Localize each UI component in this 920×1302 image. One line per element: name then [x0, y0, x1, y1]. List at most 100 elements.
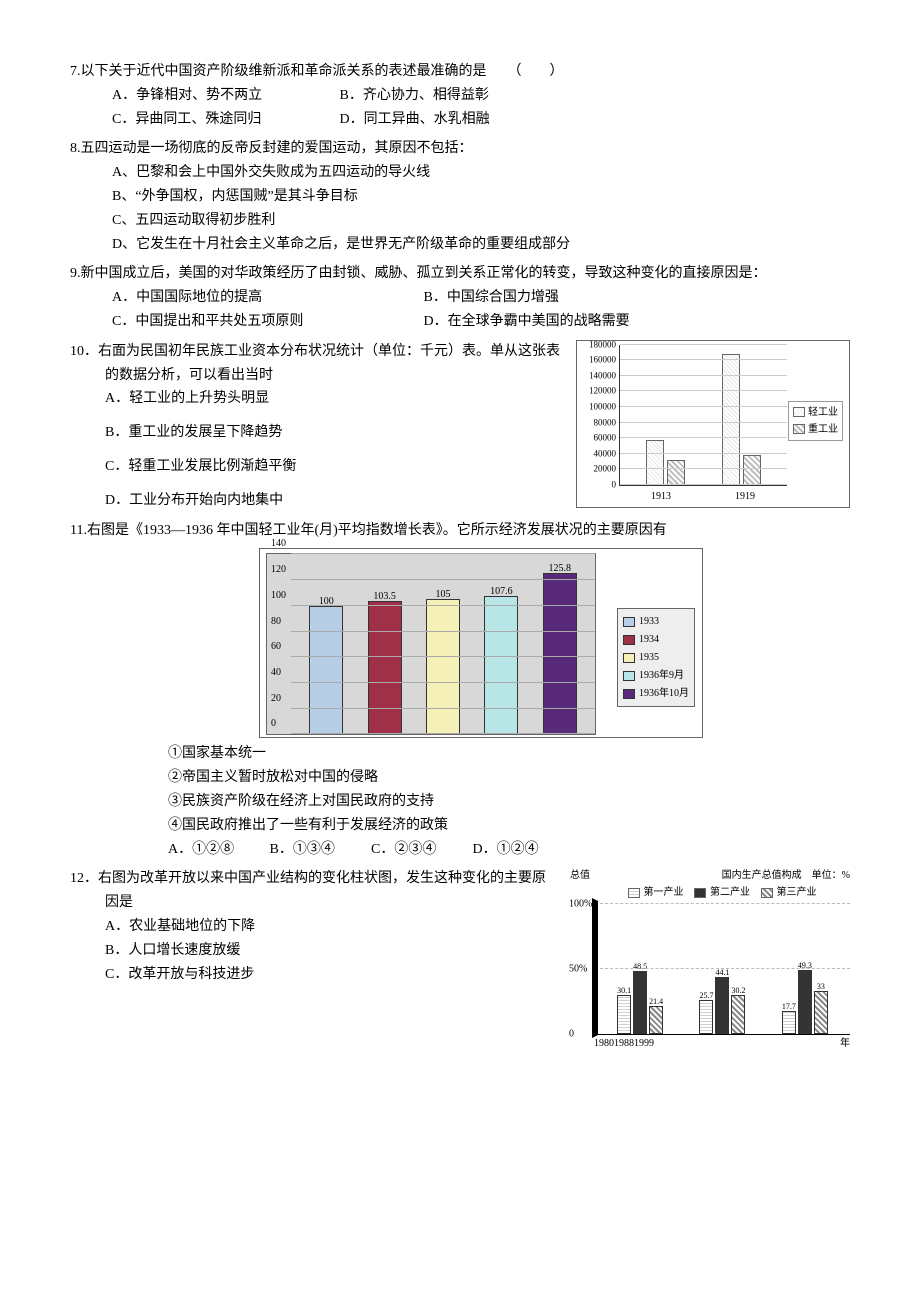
q10-opt-b: B．重工业的发展呈下降趋势: [70, 421, 564, 445]
q11-legend: 1933193419351936年9月1936年10月: [617, 608, 695, 707]
q10-ytick: 140000: [580, 371, 616, 380]
q10-x-0: 1913: [651, 488, 671, 505]
question-12: 12．右图为改革开放以来中国产业结构的变化柱状图，发生这种变化的主要原因是 A．…: [70, 867, 850, 1052]
q8-options: A、巴黎和会上中国外交失败成为五四运动的导火线 B、“外争国权，内惩国贼”是其斗…: [70, 161, 850, 256]
q12-opt-c: C．改革开放与科技进步: [70, 963, 558, 987]
q11-bar-value: 107.6: [490, 583, 513, 600]
q11-s3: ③民族资产阶级在经济上对国民政府的支持: [168, 790, 850, 814]
q9-stem: 9.新中国成立后，美国的对华政策经历了由封锁、威胁、孤立到关系正常化的转变，导致…: [70, 262, 850, 286]
q11-bar: 107.6: [484, 596, 518, 734]
question-10: 10．右面为民国初年民族工业资本分布状况统计（单位：千元）表。单从这张表的数据分…: [70, 340, 850, 513]
q10-chart: 轻工业 重工业 02000040000600008000010000012000…: [576, 340, 850, 508]
q10-opt-c: C．轻重工业发展比例渐趋平衡: [70, 455, 564, 479]
q11-ytick: 0: [271, 719, 276, 729]
q12-ytick: 0: [569, 1025, 574, 1042]
q12-bar: 25.7: [699, 1000, 713, 1033]
q12-bar: 33: [814, 991, 828, 1034]
q10-bar: [722, 354, 740, 485]
q12-bar: 49.3: [798, 970, 812, 1034]
q11-ytick: 120: [271, 565, 286, 575]
q7-opt-a: A．争锋相对、势不两立: [112, 84, 336, 108]
q12-bar-value: 49.3: [798, 959, 812, 973]
q11-s1: ①国家基本统一: [168, 742, 850, 766]
q8-opt-d: D、它发生在十月社会主义革命之后，是世界无产阶级革命的重要组成部分: [112, 233, 850, 257]
q7-opt-c: C．异曲同工、殊途同归: [112, 108, 336, 132]
q11-bar-value: 103.5: [373, 588, 396, 605]
q9-opt-c: C．中国提出和平共处五项原则: [112, 310, 420, 334]
legend-heavy: 重工业: [808, 421, 838, 438]
q10-ytick: 100000: [580, 403, 616, 412]
q10-ytick: 20000: [580, 465, 616, 474]
q10-ytick: 120000: [580, 387, 616, 396]
q11-bar-value: 100: [319, 593, 334, 610]
q8-opt-c: C、五四运动取得初步胜利: [112, 209, 850, 233]
q12-bar: 17.7: [782, 1011, 796, 1034]
q12-bar-value: 17.7: [782, 1000, 796, 1014]
q11-opt-d: D．①②④: [473, 842, 539, 857]
q12-bar: 30.2: [731, 995, 745, 1034]
q12-chart: 总值 国内生产总值构成 单位：% 第一产业 第二产业 第三产业 30.148.5…: [570, 867, 850, 1052]
q11-chart: 100 103.5 105 107.6 125.8 1933193419351936年9…: [259, 548, 703, 738]
q9-opt-b: B．中国综合国力增强: [424, 290, 559, 305]
q10-opt-d: D．工业分布开始向内地集中: [70, 489, 564, 513]
q12-bar: 44.1: [715, 977, 729, 1034]
legend-light: 轻工业: [808, 404, 838, 421]
q7-stem: 7.以下关于近代中国资产阶级维新派和革命派关系的表述最准确的是 （ ）: [70, 60, 850, 84]
q11-bar-value: 105: [435, 586, 450, 603]
q10-ytick: 60000: [580, 434, 616, 443]
q11-opt-c: C．②③④: [371, 838, 469, 862]
q11-bar: 103.5: [368, 601, 402, 734]
q12-bar-value: 30.1: [617, 984, 631, 998]
q11-ytick: 80: [271, 617, 281, 627]
question-11: 11.右图是《1933—1936 年中国轻工业年(月)平均指数增长表》。它所示经…: [70, 519, 850, 862]
q11-legend-item: 1933: [639, 613, 659, 630]
q8-opt-b: B、“外争国权，内惩国贼”是其斗争目标: [112, 185, 850, 209]
q11-ytick: 40: [271, 668, 281, 678]
q10-bar: [667, 460, 685, 485]
q12-chart-title: 国内生产总值构成 单位：%: [722, 867, 850, 884]
q11-legend-item: 1936年10月: [639, 685, 689, 702]
q7-opt-b: B．齐心协力、相得益彰: [340, 88, 489, 103]
q11-legend-item: 1934: [639, 631, 659, 648]
q11-ytick: 60: [271, 642, 281, 652]
q10-stem: 10．右面为民国初年民族工业资本分布状况统计（单位：千元）表。单从这张表的数据分…: [70, 340, 564, 388]
q11-opt-a: A．①②⑧: [168, 838, 266, 862]
q10-ytick: 160000: [580, 356, 616, 365]
q11-s4: ④国民政府推出了一些有利于发展经济的政策: [168, 814, 850, 838]
q12-ytick: 100%: [569, 895, 592, 912]
q12-stem: 12．右图为改革开放以来中国产业结构的变化柱状图，发生这种变化的主要原因是: [70, 867, 558, 915]
q12-bar-value: 33: [817, 980, 825, 994]
q11-legend-item: 1935: [639, 649, 659, 666]
q11-bar: 125.8: [543, 573, 577, 735]
q12-ytick: 50%: [569, 960, 587, 977]
q11-ytick: 140: [271, 539, 286, 549]
question-8: 8.五四运动是一场彻底的反帝反封建的爱国运动，其原因不包括： A、巴黎和会上中国…: [70, 137, 850, 256]
q7-options: A．争锋相对、势不两立 B．齐心协力、相得益彰 C．异曲同工、殊途同归 D．同工…: [70, 84, 850, 132]
q11-ytick: 20: [271, 694, 281, 704]
q12-bar: 30.1: [617, 995, 631, 1034]
q11-opt-b: B．①③④: [270, 838, 368, 862]
q10-ytick: 40000: [580, 449, 616, 458]
q11-legend-item: 1936年9月: [639, 667, 684, 684]
q12-opt-a: A．农业基础地位的下降: [70, 915, 558, 939]
q10-bar: [743, 455, 761, 485]
q10-opt-a: A．轻工业的上升势头明显: [70, 387, 564, 411]
q12-bar-value: 30.2: [731, 984, 745, 998]
q12-opt-b: B．人口增长速度放缓: [70, 939, 558, 963]
q11-ytick: 100: [271, 591, 286, 601]
q11-stem: 11.右图是《1933—1936 年中国轻工业年(月)平均指数增长表》。它所示经…: [70, 519, 850, 543]
q12-bar: 21.4: [649, 1006, 663, 1034]
q10-ytick: 180000: [580, 340, 616, 349]
q11-bar: 100: [309, 606, 343, 735]
q8-stem: 8.五四运动是一场彻底的反帝反封建的爱国运动，其原因不包括：: [70, 137, 850, 161]
q10-x-1: 1919: [735, 488, 755, 505]
q7-opt-d: D．同工异曲、水乳相融: [340, 112, 490, 127]
q11-bar-value: 125.8: [549, 560, 572, 577]
q10-ytick: 0: [580, 480, 616, 489]
q12-bar-value: 25.7: [699, 989, 713, 1003]
q9-opt-d: D．在全球争霸中美国的战略需要: [424, 314, 630, 329]
q12-bar-value: 48.5: [633, 960, 647, 974]
q11-s2: ②帝国主义暂时放松对中国的侵略: [168, 766, 850, 790]
q10-bar: [646, 440, 664, 485]
question-9: 9.新中国成立后，美国的对华政策经历了由封锁、威胁、孤立到关系正常化的转变，导致…: [70, 262, 850, 333]
